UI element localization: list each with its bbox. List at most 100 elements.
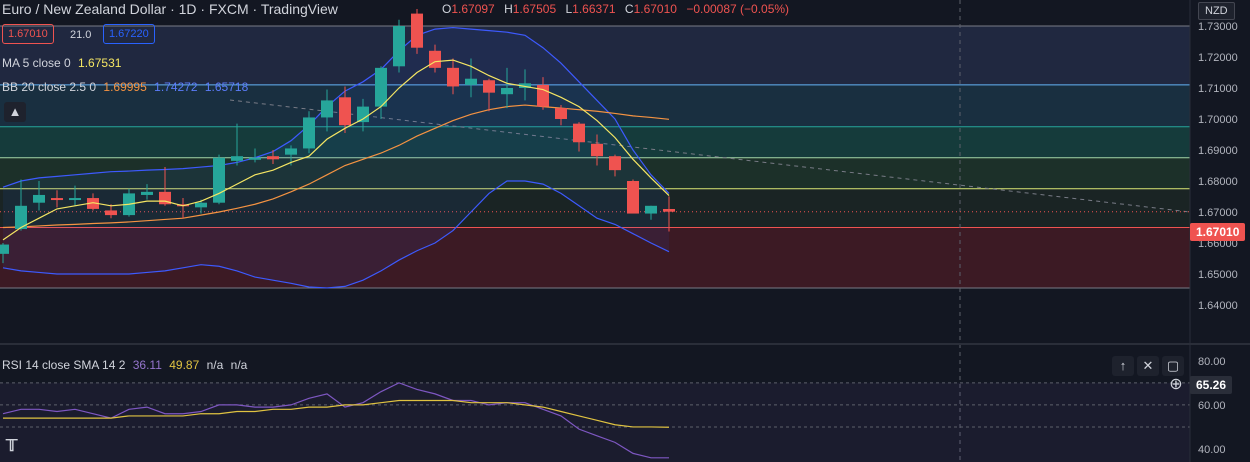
bb-lower-line (2, 180, 670, 289)
candle (375, 66, 387, 119)
ma-legend[interactable]: MA 5 close 0 1.67531 (2, 56, 121, 70)
candle-body (573, 123, 585, 143)
candle-body (69, 198, 81, 201)
rsi-line (2, 382, 669, 459)
candle (195, 199, 207, 214)
high-value: 1.67505 (512, 2, 557, 16)
candle-body (465, 78, 477, 85)
candle-body (537, 84, 549, 107)
candle-body (15, 205, 27, 230)
price-tick-label: 1.70000 (1198, 114, 1238, 126)
candle-body (609, 156, 621, 171)
candle-body (285, 148, 297, 155)
trend-line (229, 99, 1191, 213)
chevron-up-icon: ▲ (8, 104, 22, 119)
candle (501, 67, 513, 109)
price-tick-label: 1.73000 (1198, 21, 1238, 33)
price-tick-label: 1.64000 (1198, 300, 1238, 312)
rsi-label: RSI 14 close SMA 14 2 (2, 358, 126, 372)
bb-mid-value: 1.69995 (103, 80, 147, 94)
candle-body (33, 194, 45, 203)
buy-price: 1.67220 (109, 28, 149, 40)
rsi-current-label: 65.26 (1190, 376, 1233, 394)
price-axis: 1.73000 1.72000 1.71000 1.70000 1.69000 1.680… (1189, 0, 1238, 462)
price-tick-label: 1.66000 (1198, 238, 1238, 250)
sell-button[interactable]: 1.67010 (2, 24, 54, 44)
candle-body (213, 157, 225, 203)
symbol-title[interactable]: Euro / New Zealand Dollar · 1D · FXCM · … (2, 1, 338, 17)
ma-value: 1.67531 (78, 56, 122, 70)
rsi-band (0, 382, 1190, 462)
candle (87, 193, 99, 211)
rsi-value: 36.11 (132, 358, 162, 372)
collapse-legend-button[interactable]: ▲ (4, 102, 26, 122)
candle (321, 89, 333, 132)
low-label: L (565, 2, 573, 16)
price-tick-label: 1.65000 (1198, 269, 1238, 281)
low-value: 1.66371 (572, 2, 616, 16)
candle (663, 196, 675, 232)
candle (645, 205, 657, 220)
candle-body (141, 191, 153, 195)
ma5-line (2, 59, 670, 241)
candle (609, 154, 621, 177)
rsi-na-1: n/a (206, 358, 224, 372)
candle-body (411, 13, 423, 48)
candle (15, 179, 27, 231)
candle (69, 185, 81, 206)
currency-label: NZD (1205, 5, 1228, 17)
price-pane-background (0, 0, 1191, 462)
bb-middle-line (2, 104, 670, 229)
candle-body (375, 67, 387, 107)
rsi-sma-value: 49.87 (169, 358, 200, 372)
fib-zone (0, 188, 1190, 228)
candle-body (51, 198, 63, 201)
price-tick-label: 1.71000 (1198, 83, 1238, 95)
candle-body (267, 156, 279, 160)
candle-body (591, 143, 603, 157)
rsi-pane (0, 343, 1250, 462)
rsi-tick-label: 40.00 (1198, 444, 1226, 456)
candle (483, 78, 495, 112)
close-pane-button[interactable]: ✕ (1137, 356, 1159, 376)
candle (465, 58, 477, 98)
maximize-pane-button[interactable]: ▢ (1162, 356, 1184, 376)
move-pane-up-button[interactable]: ↑ (1112, 356, 1134, 376)
candle (249, 148, 261, 163)
rsi-tick-label: 60.00 (1198, 400, 1226, 412)
candle (267, 150, 279, 164)
candle-body (87, 198, 99, 209)
candle-body (357, 106, 369, 123)
candle-body (627, 181, 639, 214)
candle (411, 8, 423, 54)
candle-body (393, 26, 405, 67)
add-alert-button[interactable]: ⊕ (1165, 375, 1187, 395)
bb-legend[interactable]: BB 20 close 2.5 0 1.69995 1.74272 1.6571… (2, 80, 248, 94)
candle-body (303, 117, 315, 149)
arrow-up-icon: ↑ (1119, 358, 1127, 373)
ohlc-values: O1.67097 H1.67505 L1.66371 C1.67010 −0.0… (442, 2, 789, 16)
maximize-icon: ▢ (1166, 358, 1180, 373)
candle-body (645, 205, 657, 214)
symbol-legend: Euro / New Zealand Dollar · 1D · FXCM · … (2, 1, 338, 17)
candle (105, 204, 117, 219)
currency-selector[interactable]: NZD (1198, 2, 1235, 20)
buy-button[interactable]: 1.67220 (103, 24, 155, 44)
candle (231, 123, 243, 166)
candle-body (339, 97, 351, 126)
rsi-sma-line (3, 399, 670, 428)
candle (213, 154, 225, 205)
candle-body (447, 67, 459, 87)
candle-body (249, 157, 261, 160)
candle-body (195, 202, 207, 208)
candle-body (321, 100, 333, 118)
bb-lower-value: 1.65718 (204, 80, 249, 94)
close-label: C (624, 2, 634, 16)
rsi-legend[interactable]: RSI 14 close SMA 14 2 36.11 49.87 n/a n/… (2, 358, 247, 372)
price-tick-label: 1.67000 (1198, 207, 1238, 219)
candle (591, 134, 603, 166)
tradingview-logo-icon[interactable]: 𝕋 (6, 438, 18, 455)
candle (573, 122, 585, 152)
bb-upper-value: 1.74272 (154, 80, 198, 94)
